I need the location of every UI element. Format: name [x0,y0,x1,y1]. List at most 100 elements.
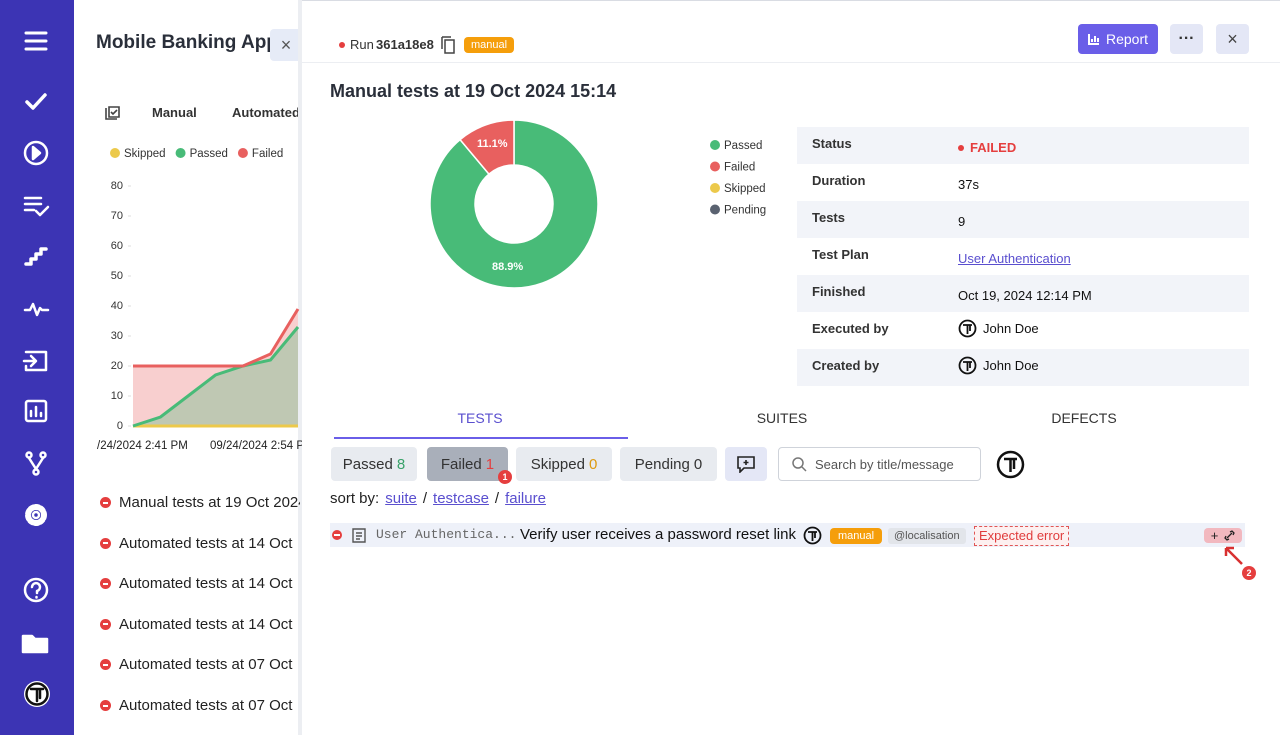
test-actions[interactable]: + [1204,528,1242,543]
tab[interactable]: DEFECTS [1051,410,1117,426]
header-divider [302,62,1280,63]
legend-marker [710,161,720,172]
filter-label: Passed [342,455,393,473]
comment-button[interactable] [725,447,767,481]
branch-icon [27,456,45,471]
avatar [25,682,49,706]
failed-icon [100,659,111,671]
tab[interactable]: Automated [232,105,300,120]
sort-separator: / [422,490,428,507]
run-item[interactable]: Automated tests at 07 Oct [100,697,292,714]
menu-icon[interactable] [24,31,48,51]
check-icon[interactable] [25,93,47,110]
detail-row: Tests 9 [797,201,1249,238]
test-tag: manual [830,528,883,544]
y-tick-label: 80 [111,180,123,192]
close-panel[interactable]: × [270,29,302,61]
run-title: Automated tests at 14 Oct [119,575,293,593]
panel-edge [298,0,302,735]
detail-value: 37s [958,177,979,192]
runs-icon[interactable] [23,140,49,166]
x-tick-label: 09/24/2024 2:54 PM [210,440,302,452]
assignee-avatar[interactable] [996,450,1025,479]
settings-icon [31,510,41,520]
settings-icon[interactable] [25,504,47,526]
donut-slice [429,119,599,289]
slice-label: 88.9% [492,261,523,273]
plans-icon[interactable] [23,196,50,217]
user-avatar [958,356,977,375]
run-title: Automated tests at 07 Oct [119,697,293,714]
pulse-icon[interactable] [23,302,50,317]
import-icon[interactable] [22,350,48,372]
detail-text[interactable]: User Authentication [958,251,1071,266]
failed-icon [100,618,111,630]
legend-marker [175,148,186,158]
select-icon[interactable] [103,104,121,122]
tab[interactable]: TESTS [457,410,503,426]
run-item[interactable]: Automated tests at 14 Oct [100,535,292,552]
copy-icon[interactable] [440,36,456,54]
close-button[interactable]: × [1216,24,1249,54]
detail-label: Finished [812,284,866,299]
search-placeholder: Search by title/message [815,456,954,472]
failed-icon [100,578,111,590]
branch-icon[interactable] [32,468,40,476]
run-title: Manual tests at 19 Oct 2024 15:14 [330,81,617,101]
tab[interactable]: Manual [152,105,197,120]
analytics-icon[interactable] [24,399,48,423]
sort-option[interactable]: testcase [433,490,489,507]
more-button[interactable]: ··· [1170,24,1203,54]
y-tick-label: 50 [111,270,123,282]
run-panel: Run 361a18e8 manual Report ··· × Manual … [302,0,1280,735]
run-item[interactable]: Automated tests at 14 Oct [100,616,292,633]
slice-label: 11.1% [477,138,508,150]
run-title: Automated tests at 07 Oct [119,656,293,674]
y-tick-label: 40 [111,300,123,312]
test-title[interactable]: Verify user receives a password reset li… [520,526,796,543]
y-tick-label: 0 [117,420,123,432]
run-item[interactable]: Automated tests at 14 Oct [100,575,292,592]
status-dot [958,144,964,151]
run-title: Automated tests at 14 Oct [119,615,293,633]
y-tick-label: 10 [111,390,123,402]
run-item[interactable]: Manual tests at 19 Oct 2024 [100,494,300,511]
help-icon[interactable] [23,577,49,603]
analytics-icon [29,405,43,418]
series-line [133,308,300,368]
run-title: Manual tests at 19 Oct 2024 [119,494,300,511]
detail-label: Status [812,136,852,151]
tab[interactable]: SUITES [756,410,808,426]
y-tick-label: 20 [111,360,123,372]
sort-option[interactable]: failure [505,490,546,507]
detail-label: Duration [812,173,866,188]
detail-value: John Doe [958,319,1039,338]
legend-label: Failed [724,162,755,174]
report-button[interactable]: Report [1078,24,1158,54]
active-tab-underline [334,437,628,439]
detail-value: John Doe [958,356,1039,375]
filter-button[interactable]: Failed 1 [427,447,508,481]
detail-text: 9 [958,214,966,229]
filter-button[interactable]: Skipped 0 [516,447,612,481]
manual-icon [352,528,366,543]
search-box[interactable]: Search by title/message [778,447,981,481]
detail-label: Test Plan [812,247,869,262]
projects-icon[interactable] [21,634,49,654]
filter-label: Failed [440,455,482,473]
sidebar [0,0,74,735]
sort-option[interactable]: suite [385,490,417,507]
filter-count: 8 [396,455,406,473]
failed-icon [100,537,111,549]
test-row[interactable] [330,523,1245,547]
legend-marker [237,148,248,158]
steps-icon[interactable] [24,247,48,266]
search-icon [792,457,807,472]
run-item[interactable]: Automated tests at 07 Oct [100,656,292,673]
filter-button[interactable]: Pending 0 [620,447,717,481]
detail-row: Finished Oct 19, 2024 12:14 PM [797,275,1249,312]
project-title: Mobile Banking App [96,32,278,53]
filter-button[interactable]: Passed 8 [331,447,417,481]
detail-text: John Doe [983,321,1039,336]
donut-slice [458,119,515,176]
